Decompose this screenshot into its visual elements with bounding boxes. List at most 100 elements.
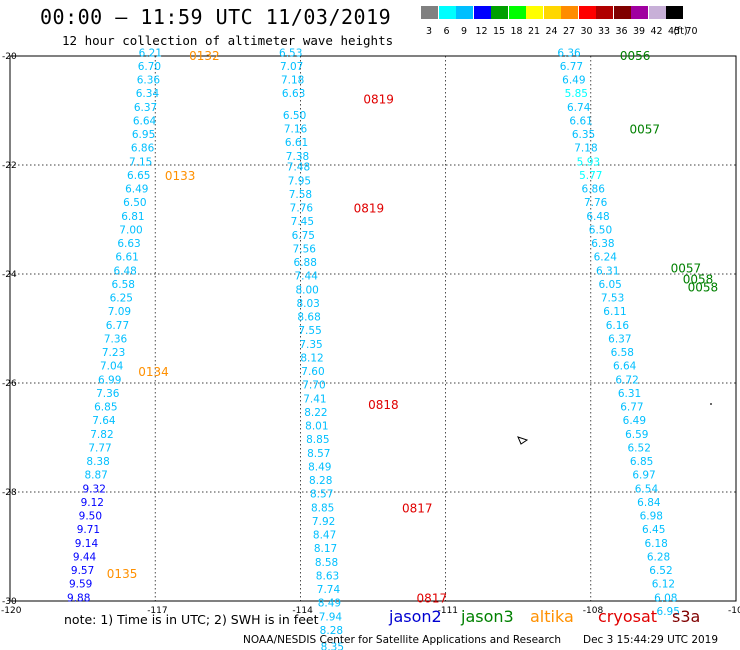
wave-height-point: 7.94 xyxy=(319,611,343,623)
wave-height-point: 6.63 xyxy=(117,238,140,250)
legend-label: 21 xyxy=(527,26,541,37)
wave-height-point: 7.82 xyxy=(90,429,113,441)
wave-height-point: 7.76 xyxy=(290,203,314,215)
wave-height-point: 7.36 xyxy=(96,388,120,400)
wave-height-point: 8.85 xyxy=(311,502,334,514)
time-label: 0135 xyxy=(107,567,138,581)
legend-swatch xyxy=(631,6,648,19)
wave-height-point: 8.22 xyxy=(304,407,327,419)
legend-label: 18 xyxy=(510,26,523,37)
wave-height-point: 9.32 xyxy=(83,483,106,495)
wave-height-point: 7.45 xyxy=(291,216,314,228)
wave-height-point: 6.64 xyxy=(613,361,637,373)
wave-height-point: 6.35 xyxy=(572,129,595,141)
legend-label: 6 xyxy=(443,26,450,37)
legend-swatch xyxy=(473,6,491,19)
wave-height-point: 7.48 xyxy=(287,162,310,174)
wave-height-point: 7.41 xyxy=(303,393,326,405)
wave-height-point: 9.50 xyxy=(79,511,102,523)
wave-height-point: 9.59 xyxy=(69,579,92,591)
wave-height-point: 8.85 xyxy=(306,434,329,446)
wave-height-point: 6.63 xyxy=(282,88,305,100)
wave-height-point: 6.50 xyxy=(589,224,612,236)
wave-height-point: 7.38 xyxy=(286,151,309,163)
island-dot xyxy=(710,403,712,405)
wave-height-point: 6.50 xyxy=(123,197,146,209)
wave-height-point: 6.75 xyxy=(292,230,315,242)
wave-height-point: 7.70 xyxy=(302,380,325,392)
wave-height-point: 8.38 xyxy=(86,456,109,468)
legend-swatch xyxy=(491,6,508,19)
wave-height-point: 6.05 xyxy=(598,279,621,291)
wave-height-point: 6.97 xyxy=(632,470,655,482)
wave-height-point: 7.07 xyxy=(280,61,303,73)
wave-height-point: 6.37 xyxy=(134,102,157,114)
wave-height-point: 7.16 xyxy=(284,124,308,136)
lat-tick-label: -24 xyxy=(2,270,17,280)
wave-height-point: 8.63 xyxy=(316,570,339,582)
wave-height-point: 6.49 xyxy=(562,75,585,87)
wave-height-point: 9.88 xyxy=(67,592,90,604)
time-label: 0057 xyxy=(671,262,702,276)
satellite-cryosat: cryosat xyxy=(598,607,658,626)
wave-height-point: 6.24 xyxy=(594,252,618,264)
time-label: 0058 xyxy=(683,272,714,286)
wave-height-point: 6.86 xyxy=(582,184,606,196)
satellite-altika: altika xyxy=(530,607,574,626)
wave-height-point: 6.70 xyxy=(138,61,161,73)
wave-height-point: 6.49 xyxy=(623,415,646,427)
wave-height-point: 9.12 xyxy=(81,497,104,509)
wave-height-point: 8.87 xyxy=(84,470,107,482)
lat-tick-label: -26 xyxy=(2,379,17,389)
map-grid xyxy=(9,55,737,602)
satellite-s3a: s3a xyxy=(672,607,701,626)
legend-swatch xyxy=(456,6,473,19)
wave-height-point: 6.49 xyxy=(125,184,148,196)
legend-label: 15 xyxy=(492,26,506,37)
wave-height-point: 7.18 xyxy=(574,143,597,155)
time-label: 0132 xyxy=(189,49,220,63)
wave-height-point: 9.71 xyxy=(77,524,100,536)
wave-height-point: 6.12 xyxy=(652,579,675,591)
wave-height-point: 6.64 xyxy=(133,115,157,127)
wave-height-point: 8.57 xyxy=(307,448,330,460)
legend-label: 33 xyxy=(597,26,611,37)
wave-height-point: 6.74 xyxy=(567,102,591,114)
time-labels: 0132 0133 0134 0135 0819 0819 0818 0817 0817 0056… xyxy=(107,49,718,605)
legend-label: 70 xyxy=(685,26,698,37)
wave-height-point: 7.77 xyxy=(88,442,111,454)
wave-height-point: 9.44 xyxy=(73,551,97,563)
wave-height-point: 6.37 xyxy=(608,333,631,345)
wave-height-point: 6.38 xyxy=(591,238,614,250)
legend-label: 42 xyxy=(650,26,663,37)
wave-height-point: 6.84 xyxy=(637,497,661,509)
legend-swatch xyxy=(561,6,578,19)
lat-tick-label: -20 xyxy=(2,52,17,62)
wave-height-point: 6.81 xyxy=(121,211,144,223)
legend-swatch xyxy=(421,6,438,19)
legend-label: 27 xyxy=(562,26,576,37)
map-subtitle: 12 hour collection of altimeter wave hei… xyxy=(62,33,394,48)
wave-height-point: 8.03 xyxy=(296,298,319,310)
wave-height-point: 6.25 xyxy=(110,293,133,305)
wave-height-point: 8.49 xyxy=(318,598,341,610)
legend-label: 30 xyxy=(580,26,593,37)
wave-height-point: 7.58 xyxy=(289,189,312,201)
wave-height-point: 6.21 xyxy=(139,47,162,59)
wave-height-point: 8.28 xyxy=(320,625,343,637)
lon-tick-label: -114 xyxy=(292,606,313,616)
map-title: 00:00 – 11:59 UTC 11/03/2019 xyxy=(40,5,392,29)
time-label: 0819 xyxy=(354,202,385,216)
time-label: 0819 xyxy=(363,93,394,107)
wave-height-point: 6.36 xyxy=(557,47,581,59)
wave-height-point: 6.61 xyxy=(569,115,592,127)
wave-height-point: 9.14 xyxy=(75,538,99,550)
wave-height-point: 6.61 xyxy=(285,137,308,149)
legend-label: 12 xyxy=(475,26,488,37)
legend-label: 3 xyxy=(425,26,433,37)
wave-height-point: 6.18 xyxy=(644,538,667,550)
lon-tick-label: -105 xyxy=(728,606,740,616)
wave-height-point: 6.58 xyxy=(112,279,135,291)
wave-height-point: 8.17 xyxy=(314,543,337,555)
